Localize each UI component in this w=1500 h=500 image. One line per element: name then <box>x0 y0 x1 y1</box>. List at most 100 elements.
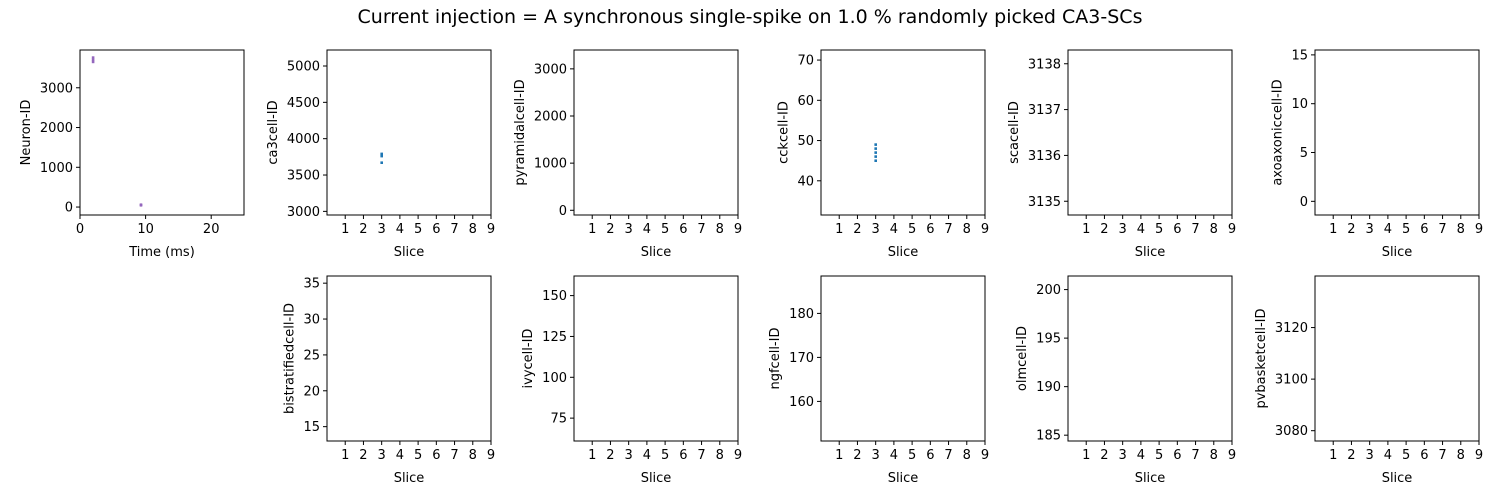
spike-marker <box>380 154 383 158</box>
y-tick-label: 1000 <box>534 157 567 172</box>
subplot-ivy: 1 2 3 4 5 6 7 8 9 75 100 125 150 Slice ivycell-ID <box>521 275 742 486</box>
y-tick-label: 40 <box>797 174 814 189</box>
x-tick-label: 3 <box>378 222 386 237</box>
x-tick-label: 6 <box>1420 222 1428 237</box>
axes-frame <box>1067 275 1233 442</box>
x-tick-label: 1 <box>341 448 349 463</box>
y-tick-label: 160 <box>789 395 814 410</box>
x-axis-label: Slice <box>1382 245 1413 260</box>
x-tick-label: 8 <box>469 448 477 463</box>
x-tick-label: 3 <box>872 222 880 237</box>
y-tick-label: 60 <box>797 94 814 109</box>
y-tick-label: 125 <box>542 330 567 345</box>
x-tick-label: 2 <box>359 448 367 463</box>
x-tick-label: 9 <box>1475 222 1483 237</box>
y-tick-label: 0 <box>1300 195 1308 210</box>
y-axis-label: scacell-ID <box>1007 101 1022 164</box>
x-tick-label: 5 <box>908 448 916 463</box>
y-tick-label: 200 <box>1036 283 1061 298</box>
x-tick-label: 4 <box>890 448 898 463</box>
x-tick-label: 9 <box>981 222 989 237</box>
x-tick-label: 6 <box>432 222 440 237</box>
x-tick-label: 9 <box>734 222 742 237</box>
x-tick-label: 6 <box>1420 448 1428 463</box>
x-tick-label: 6 <box>1173 448 1181 463</box>
x-tick-label: 5 <box>1402 222 1410 237</box>
x-axis-label: Slice <box>1382 471 1413 486</box>
x-tick-label: 4 <box>643 222 651 237</box>
y-axis-label: olmcell-ID <box>1015 326 1030 391</box>
subplot-bistratified: 1 2 3 4 5 6 7 8 9 15 20 25 30 35 Slice bistratifiedcell… <box>282 275 495 486</box>
x-tick-label: 1 <box>1082 448 1090 463</box>
x-tick-label: 2 <box>1100 448 1108 463</box>
x-tick-label: 2 <box>853 222 861 237</box>
y-tick-label: 195 <box>1036 332 1061 347</box>
x-axis-label: Slice <box>394 245 425 260</box>
x-tick-label: 1 <box>835 222 843 237</box>
y-tick-label: 3138 <box>1028 57 1061 72</box>
x-tick-label: 3 <box>625 222 633 237</box>
y-tick-label: 3135 <box>1028 195 1061 210</box>
y-tick-label: 75 <box>550 412 567 427</box>
y-tick-label: 20 <box>303 384 320 399</box>
x-tick-label: 9 <box>734 448 742 463</box>
x-tick-label: 8 <box>963 222 971 237</box>
y-axis-label: ivycell-ID <box>521 329 536 389</box>
x-tick-label: 1 <box>1329 222 1337 237</box>
x-axis-label: Slice <box>1135 245 1166 260</box>
x-tick-label: 5 <box>1155 448 1163 463</box>
x-tick-label: 6 <box>926 222 934 237</box>
x-tick-label: 4 <box>396 222 404 237</box>
y-tick-label: 70 <box>797 54 814 69</box>
x-tick-label: 8 <box>963 448 971 463</box>
x-tick-label: 9 <box>1475 448 1483 463</box>
x-tick-label: 6 <box>1173 222 1181 237</box>
x-tick-label: 1 <box>1329 448 1337 463</box>
y-tick-label: 15 <box>303 420 320 435</box>
x-tick-label: 8 <box>1210 222 1218 237</box>
subplot-pyramidal: 1 2 3 4 5 6 7 8 9 0 1000 2000 3000 Slice pyramidalcell… <box>513 49 742 260</box>
x-tick-label: 2 <box>606 222 614 237</box>
axes-frame <box>1067 49 1233 216</box>
x-tick-label: 6 <box>926 448 934 463</box>
x-axis-label: Slice <box>641 245 672 260</box>
y-axis-label: Neuron-ID <box>19 100 34 166</box>
x-tick-label: 6 <box>432 448 440 463</box>
x-tick-label: 7 <box>1438 222 1446 237</box>
x-tick-label: 9 <box>487 222 495 237</box>
x-tick-label: 7 <box>1438 448 1446 463</box>
spike-marker <box>874 147 877 150</box>
y-tick-label: 2000 <box>534 110 567 125</box>
x-axis-label: Slice <box>641 471 672 486</box>
y-axis-label: ca3cell-ID <box>266 100 281 164</box>
y-tick-label: 30 <box>303 313 320 328</box>
x-tick-label: 4 <box>1384 448 1392 463</box>
x-tick-label: 3 <box>1119 448 1127 463</box>
x-axis-label: Slice <box>888 471 919 486</box>
x-tick-label: 5 <box>661 448 669 463</box>
y-axis-label: axoaxoniccell-ID <box>1270 79 1285 185</box>
y-tick-label: 10 <box>1291 97 1308 112</box>
y-tick-label: 100 <box>542 371 567 386</box>
y-axis-label: bistratifiedcell-ID <box>282 303 297 414</box>
y-tick-label: 180 <box>789 307 814 322</box>
spike-marker <box>91 60 95 64</box>
x-tick-label: 8 <box>716 448 724 463</box>
x-tick-label: 1 <box>588 448 596 463</box>
x-tick-label: 5 <box>661 222 669 237</box>
x-tick-label: 2 <box>1347 222 1355 237</box>
x-tick-label: 3 <box>1119 222 1127 237</box>
x-tick-label: 20 <box>203 222 220 237</box>
y-tick-label: 5000 <box>287 59 320 74</box>
x-tick-label: 9 <box>1228 222 1236 237</box>
x-tick-label: 3 <box>1366 222 1374 237</box>
y-tick-label: 3000 <box>40 81 73 96</box>
axes-frame <box>1314 275 1480 442</box>
axes-frame <box>1314 49 1480 216</box>
x-tick-label: 1 <box>835 448 843 463</box>
y-tick-label: 0 <box>65 201 73 216</box>
y-tick-label: 3080 <box>1275 424 1308 439</box>
subplot-cck: 1 2 3 4 5 6 7 8 9 40 50 60 70 Slice cckcell-ID <box>776 49 989 260</box>
y-tick-label: 3136 <box>1028 149 1061 164</box>
